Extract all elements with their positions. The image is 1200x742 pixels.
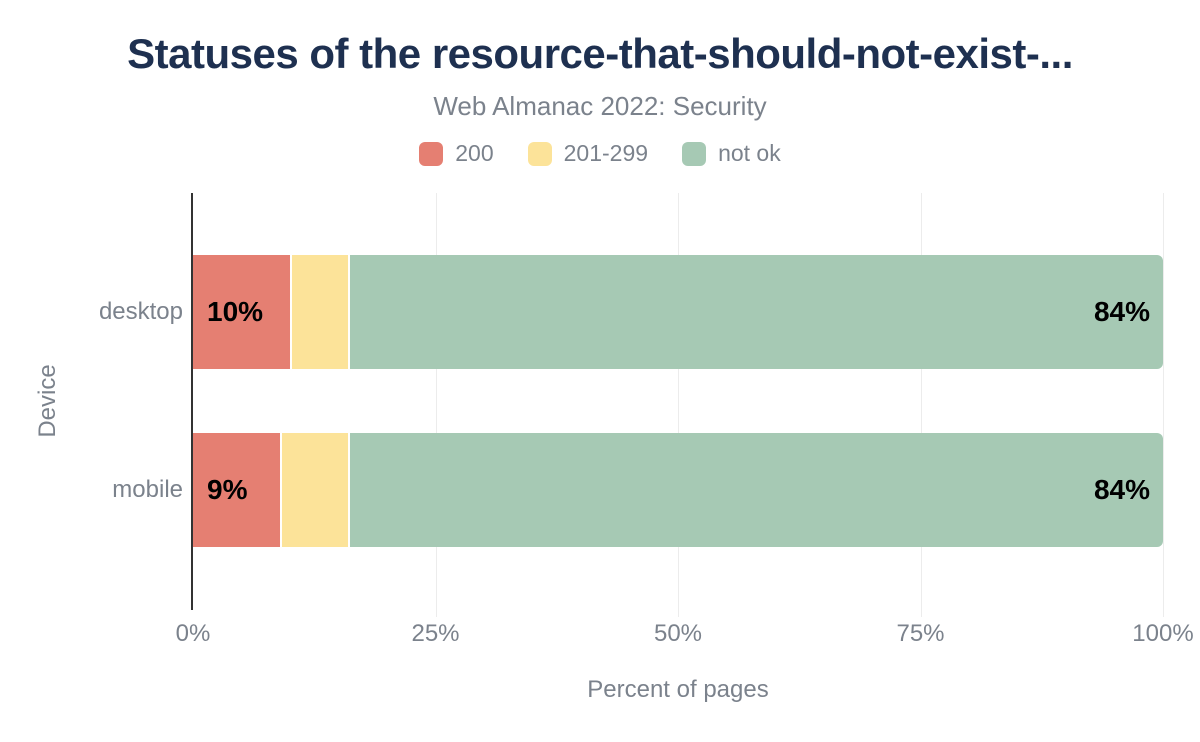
bar-value-label: 9% [207,474,248,505]
category-label-desktop: desktop [98,298,183,325]
legend: 200 201-299 not ok [0,140,1200,167]
bar-segment-desktop-200[interactable]: 10% [193,255,290,369]
bar-value-label: 84% [1093,296,1150,327]
gridline [920,193,922,617]
bar-segment-mobile-200[interactable]: 9% [193,433,281,547]
x-tick-label: 0% [175,620,211,647]
bar-segment-desktop-201-299[interactable] [290,255,349,369]
gridline [678,193,679,617]
x-axis-title: Percent of pages [587,676,769,703]
bar-segment-desktop-not-ok[interactable]: 84% [348,255,1163,369]
gridline [1163,193,1164,617]
y-axis-title: Device [34,364,61,438]
chart-subtitle: Web Almanac 2022: Security [433,91,767,121]
legend-label: 200 [455,140,494,166]
bar-value-label: 10% [207,296,264,327]
legend-label: 201-299 [563,140,649,166]
y-axis-line [191,193,193,610]
bar-value-label: 84% [1093,474,1150,505]
bar-row-desktop: 10% 84% [193,255,1163,369]
legend-swatch-200 [419,141,444,166]
category-label-mobile: mobile [112,476,183,503]
chart-title: Statuses of the resource-that-should-not… [127,30,1073,77]
x-tick-label: 25% [411,620,460,647]
x-tick-label: 75% [896,620,945,647]
legend-label: not ok [718,140,781,166]
legend-item-200[interactable]: 200 [419,140,494,167]
bar-segment-mobile-not-ok[interactable]: 84% [348,433,1163,547]
gridline [435,193,437,617]
bar-row-mobile: 9% 84% [193,433,1163,547]
legend-item-201-299[interactable]: 201-299 [527,140,649,167]
legend-swatch-201-299 [527,141,552,166]
bar-segment-mobile-201-299[interactable] [280,433,349,547]
plot-area: 0% 25% 50% 75% 100% 10% 84% desktop 9% 84% mobile [99,193,1194,647]
x-tick-label: 50% [653,620,703,647]
legend-swatch-not-ok [682,141,707,166]
x-tick-label: 100% [1132,620,1194,647]
legend-item-not-ok[interactable]: not ok [682,140,781,167]
